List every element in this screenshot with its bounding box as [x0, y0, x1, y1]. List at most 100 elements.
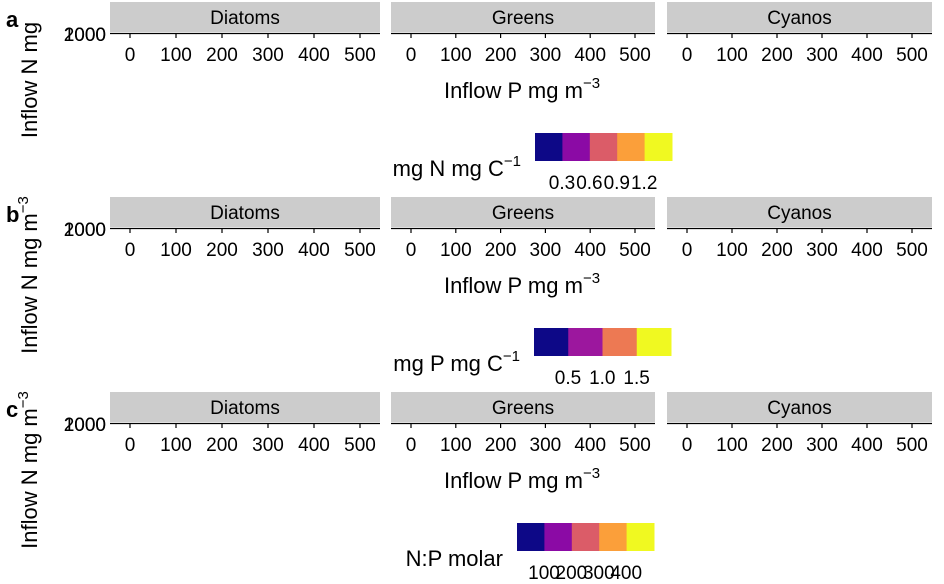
legend-color-swatch — [562, 133, 591, 161]
facet-label: Diatoms — [210, 8, 280, 29]
facet-label: Cyanos — [767, 203, 831, 224]
legend: mg P mg C−1 0.5 1.0 1.5 — [393, 328, 672, 389]
legend-color-swatch — [636, 328, 672, 356]
x-tick-label: 100 — [160, 240, 192, 261]
facet-greens: Greens 0 100 200 300 400 500 — [391, 197, 655, 261]
x-tick-label: 500 — [896, 435, 928, 456]
facet-strip — [391, 2, 655, 32]
legend-color-swatch — [571, 523, 600, 551]
facet-label: Diatoms — [210, 203, 280, 224]
x-tick-label: 300 — [252, 435, 284, 456]
x-tick-label: 400 — [851, 240, 883, 261]
legend-color-swatch — [644, 133, 673, 161]
y-tick-label: 1000 — [64, 25, 106, 46]
x-tick-label: 200 — [761, 45, 793, 66]
legend-title-sup: −1 — [503, 348, 520, 365]
x-tick-label: 400 — [298, 45, 330, 66]
legend-color-swatch — [589, 133, 618, 161]
legend-color-swatch — [626, 523, 655, 551]
legend-tick-label: 1.2 — [631, 173, 657, 194]
x-tick-label: 400 — [851, 45, 883, 66]
facet-strip — [391, 197, 655, 227]
y-axis-title-sup: −3 — [15, 391, 32, 408]
legend-title: N:P molar — [406, 546, 503, 571]
legend-title-sup: −1 — [504, 153, 521, 170]
x-tick-label: 200 — [761, 240, 793, 261]
x-tick-label: 400 — [851, 435, 883, 456]
legend-tick-label: 200 — [556, 563, 588, 584]
x-tick-label: 500 — [896, 240, 928, 261]
legend-tick-label: 400 — [610, 563, 642, 584]
facet-diatoms: Diatoms 0 100 200 300 400 500 — [110, 197, 380, 261]
x-tick-label: 300 — [806, 435, 838, 456]
x-tick-label: 400 — [574, 240, 606, 261]
legend-title: mg N mg C−1 — [393, 153, 521, 181]
legend-color-swatch — [602, 328, 638, 356]
x-tick-label: 300 — [530, 45, 562, 66]
panel-tag: a — [6, 7, 19, 32]
facet-label: Greens — [492, 203, 554, 224]
x-tick-label: 0 — [125, 435, 136, 456]
y-tick-label: 1000 — [64, 415, 106, 436]
x-axis-title-sup: −3 — [583, 270, 600, 287]
facet-label: Diatoms — [210, 398, 280, 419]
x-tick-label: 0 — [406, 240, 417, 261]
legend-tick-label: 0.9 — [604, 173, 630, 194]
x-tick-label: 300 — [252, 240, 284, 261]
x-tick-label: 0 — [682, 435, 693, 456]
x-tick-label: 100 — [716, 240, 748, 261]
legend-tick-label: 0.6 — [576, 173, 602, 194]
x-tick-label: 200 — [485, 435, 517, 456]
x-tick-label: 500 — [344, 45, 376, 66]
x-tick-label: 500 — [344, 435, 376, 456]
legend-tick-label: 0.3 — [549, 173, 575, 194]
facet-label: Greens — [492, 398, 554, 419]
legend-color-swatch — [617, 133, 646, 161]
x-tick-label: 300 — [252, 45, 284, 66]
y-axis-title-text: Inflow N mg m — [17, 213, 42, 354]
legend-color-swatch — [534, 328, 569, 356]
x-tick-label: 0 — [406, 45, 417, 66]
legend-title-text: mg P mg C — [393, 351, 503, 376]
facet-strip — [667, 392, 932, 422]
panel-tag: b — [6, 202, 19, 227]
legend-color-swatch — [517, 523, 545, 551]
facet-cyanos: Cyanos 0 100 200 300 400 500 — [667, 197, 932, 261]
y-tick-label: 2000 — [64, 415, 106, 436]
legend-color-swatch — [544, 523, 573, 551]
y-tick-label: 2000 — [64, 25, 106, 46]
x-tick-label: 500 — [344, 240, 376, 261]
facet-strip — [391, 392, 655, 422]
x-axis-title-sup: −3 — [583, 465, 600, 482]
x-tick-label: 100 — [716, 435, 748, 456]
y-tick-label: 1000 — [64, 220, 106, 241]
legend-tick-label: 100 — [528, 563, 560, 584]
x-tick-label: 500 — [896, 45, 928, 66]
x-tick-label: 200 — [485, 240, 517, 261]
facet-strip — [110, 197, 380, 227]
x-tick-label: 400 — [574, 45, 606, 66]
x-tick-label: 400 — [574, 435, 606, 456]
legend-title: mg P mg C−1 — [393, 348, 520, 376]
x-tick-label: 100 — [160, 435, 192, 456]
x-tick-label: 500 — [619, 435, 651, 456]
facet-strip — [667, 197, 932, 227]
legend-tick-label: 0.5 — [555, 368, 581, 389]
x-tick-label: 0 — [125, 45, 136, 66]
x-axis-title-text: Inflow P mg m — [444, 78, 583, 103]
legend: mg N mg C−1 0.3 0.6 0.9 1.2 — [393, 133, 673, 194]
legend-title-text: N:P molar — [406, 546, 503, 571]
legend-tick-label: 1.5 — [623, 368, 649, 389]
facet-label: Cyanos — [767, 8, 831, 29]
x-tick-label: 100 — [440, 240, 472, 261]
facet-strip — [110, 392, 380, 422]
x-axis-title: Inflow P mg m−3 — [444, 75, 600, 103]
facet-strip — [110, 2, 380, 32]
x-tick-label: 100 — [440, 45, 472, 66]
y-axis-title-sup: −3 — [15, 196, 32, 213]
facet-diatoms: Diatoms 0 100 200 300 400 500 — [110, 2, 380, 66]
facet-strip — [667, 2, 932, 32]
x-axis-title-sup: −3 — [583, 75, 600, 92]
y-axis-title: Inflow N mg m−3 — [15, 391, 42, 549]
